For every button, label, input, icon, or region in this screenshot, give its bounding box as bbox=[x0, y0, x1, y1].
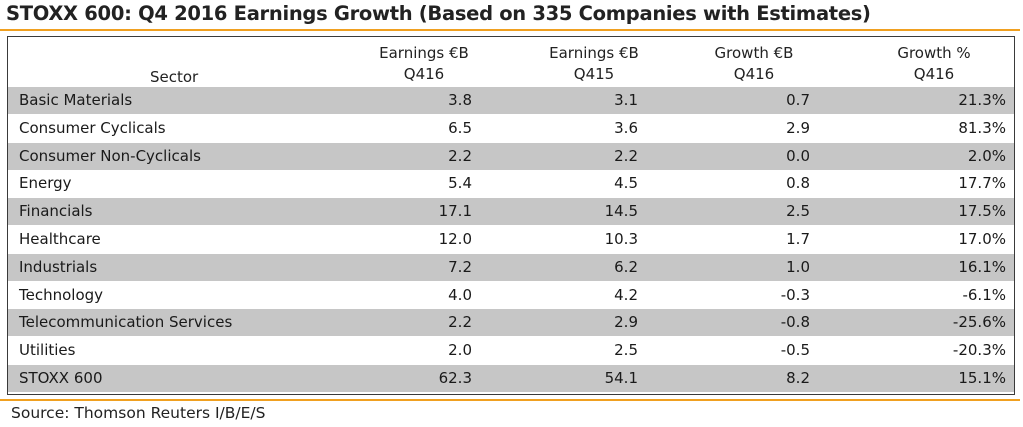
header-growth-pct-line1: Growth % bbox=[897, 44, 971, 62]
source-note: Source: Thomson Reuters I/B/E/S bbox=[11, 404, 266, 422]
row-growth-pct: 17.0% bbox=[958, 230, 1006, 248]
row-sector: Consumer Cyclicals bbox=[19, 118, 166, 137]
header-sector: Sector bbox=[150, 68, 199, 86]
row-earnings-q415: 6.2 bbox=[614, 257, 638, 276]
header-growth-pct: Growth % Q416 bbox=[874, 43, 994, 85]
row-growth-pct: -6.1% bbox=[962, 285, 1006, 304]
table-row: Energy 5.4 4.5 0.8 17.7% bbox=[8, 170, 1014, 197]
row-growth-eur: -0.5 bbox=[780, 341, 810, 360]
row-growth-eur: 0.7 bbox=[786, 91, 810, 109]
table-row: Consumer Cyclicals 6.5 3.6 2.9 81.3% bbox=[8, 115, 1014, 142]
row-earnings-q415: 14.5 bbox=[604, 202, 638, 221]
row-growth-eur: 1.7 bbox=[786, 230, 810, 248]
table-row: Basic Materials 3.8 3.1 0.7 21.3% bbox=[8, 87, 1014, 114]
row-sector: Industrials bbox=[19, 257, 98, 276]
row-earnings-q416: 5.4 bbox=[448, 174, 472, 193]
row-growth-eur: -0.8 bbox=[780, 313, 810, 332]
row-growth-pct: 17.5% bbox=[958, 202, 1006, 221]
table-row: Consumer Non-Cyclicals 2.2 2.2 0.0 2.0% bbox=[8, 142, 1014, 170]
row-earnings-q415: 4.5 bbox=[614, 174, 638, 193]
table-row: Financials 17.1 14.5 2.5 17.5% bbox=[8, 198, 1014, 226]
row-growth-pct: 81.3% bbox=[958, 118, 1006, 137]
header-earnings-q416: Earnings €B Q416 bbox=[364, 43, 484, 85]
row-earnings-q415: 4.2 bbox=[614, 285, 638, 304]
header-growth-eur-line1: Growth €B bbox=[714, 44, 794, 62]
row-sector: STOXX 600 bbox=[19, 369, 103, 387]
row-sector: Telecommunication Services bbox=[19, 313, 233, 332]
header-earnings-q415: Earnings €B Q415 bbox=[534, 43, 654, 85]
title-underline bbox=[0, 29, 1020, 31]
row-growth-eur: 2.5 bbox=[786, 202, 810, 221]
header-earnings-q415-line1: Earnings €B bbox=[549, 44, 639, 62]
header-growth-eur-line2: Q416 bbox=[733, 65, 775, 83]
footer-rule bbox=[0, 399, 1020, 401]
row-growth-pct: 17.7% bbox=[958, 174, 1006, 193]
row-growth-eur: 0.8 bbox=[786, 174, 810, 193]
row-sector: Financials bbox=[19, 202, 93, 221]
row-growth-eur: 0.0 bbox=[786, 146, 810, 165]
table-row: STOXX 600 62.3 54.1 8.2 15.1% bbox=[8, 365, 1014, 392]
row-earnings-q415: 2.5 bbox=[614, 341, 638, 360]
row-earnings-q416: 3.8 bbox=[448, 91, 472, 109]
row-earnings-q415: 3.6 bbox=[614, 118, 638, 137]
header-growth-pct-line2: Q416 bbox=[913, 65, 955, 83]
table-header: Sector Earnings €B Q416 Earnings €B Q415… bbox=[8, 37, 1014, 90]
row-sector: Basic Materials bbox=[19, 91, 133, 109]
row-earnings-q416: 17.1 bbox=[438, 202, 472, 221]
table-row: Industrials 7.2 6.2 1.0 16.1% bbox=[8, 253, 1014, 281]
header-earnings-q415-line2: Q415 bbox=[573, 65, 615, 83]
row-growth-eur: -0.3 bbox=[780, 285, 810, 304]
earnings-table: Sector Earnings €B Q416 Earnings €B Q415… bbox=[7, 36, 1015, 395]
row-growth-pct: -20.3% bbox=[952, 341, 1006, 360]
header-earnings-q416-line1: Earnings €B bbox=[379, 44, 469, 62]
row-earnings-q415: 10.3 bbox=[604, 230, 638, 248]
table-row: Utilities 2.0 2.5 -0.5 -20.3% bbox=[8, 337, 1014, 364]
row-earnings-q416: 2.2 bbox=[448, 313, 472, 332]
row-sector: Consumer Non-Cyclicals bbox=[19, 146, 201, 165]
table-title: STOXX 600: Q4 2016 Earnings Growth (Base… bbox=[6, 2, 871, 25]
row-growth-pct: -25.6% bbox=[952, 313, 1006, 332]
row-growth-pct: 16.1% bbox=[958, 257, 1006, 276]
row-earnings-q416: 62.3 bbox=[438, 369, 472, 387]
row-earnings-q415: 2.9 bbox=[614, 313, 638, 332]
row-growth-pct: 2.0% bbox=[967, 146, 1006, 165]
row-sector: Healthcare bbox=[19, 230, 101, 248]
row-earnings-q416: 7.2 bbox=[448, 257, 472, 276]
row-growth-eur: 8.2 bbox=[786, 369, 810, 387]
row-growth-eur: 2.9 bbox=[786, 118, 810, 137]
row-earnings-q415: 3.1 bbox=[614, 91, 638, 109]
row-earnings-q416: 4.0 bbox=[448, 285, 472, 304]
row-sector: Energy bbox=[19, 174, 72, 193]
row-growth-eur: 1.0 bbox=[786, 257, 810, 276]
row-earnings-q416: 12.0 bbox=[438, 230, 472, 248]
row-sector: Technology bbox=[19, 285, 104, 304]
row-earnings-q416: 2.2 bbox=[448, 146, 472, 165]
row-earnings-q415: 54.1 bbox=[604, 369, 638, 387]
header-earnings-q416-line2: Q416 bbox=[403, 65, 445, 83]
row-earnings-q416: 2.0 bbox=[448, 341, 472, 360]
row-earnings-q416: 6.5 bbox=[448, 118, 472, 137]
row-sector: Utilities bbox=[19, 341, 76, 360]
row-growth-pct: 21.3% bbox=[958, 91, 1006, 109]
table-row: Technology 4.0 4.2 -0.3 -6.1% bbox=[8, 282, 1014, 309]
table-row: Telecommunication Services 2.2 2.9 -0.8 -25.… bbox=[8, 309, 1014, 337]
header-growth-eur: Growth €B Q416 bbox=[694, 43, 814, 85]
table-row: Healthcare 12.0 10.3 1.7 17.0% bbox=[8, 226, 1014, 253]
row-growth-pct: 15.1% bbox=[958, 369, 1006, 387]
row-earnings-q415: 2.2 bbox=[614, 146, 638, 165]
